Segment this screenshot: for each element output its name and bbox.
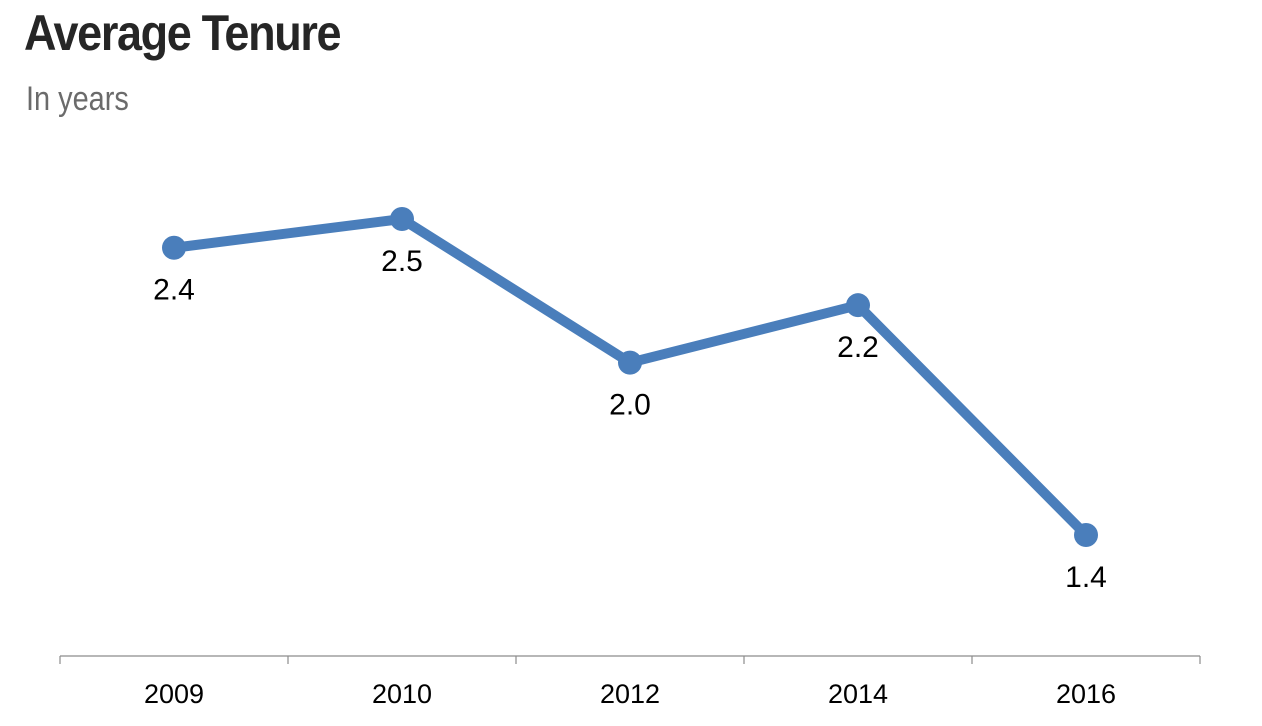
data-label: 2.4 [153,274,195,307]
x-tick-label: 2016 [1056,679,1116,709]
data-label: 2.0 [609,389,651,422]
data-point [1074,523,1098,547]
data-label: 1.4 [1065,561,1107,594]
x-tick-label: 2010 [372,679,432,709]
data-point [846,293,870,318]
data-label: 2.5 [381,245,423,278]
data-label-layer: 2.4 2.5 2.0 2.2 1.4 [153,245,1107,594]
series-line [169,214,1091,540]
x-tick-label: 2012 [600,679,660,709]
data-label: 2.2 [837,331,879,364]
series-layer [162,207,1098,547]
chart-subtitle: In years [26,80,129,118]
data-point [390,207,414,231]
data-point [162,235,186,260]
chart-title: Average Tenure [24,5,342,61]
x-tick-label: 2014 [828,679,888,709]
data-point [618,350,642,375]
x-axis: 2009 2010 2012 2014 2016 [59,655,1201,709]
x-tick-label: 2009 [144,679,204,709]
